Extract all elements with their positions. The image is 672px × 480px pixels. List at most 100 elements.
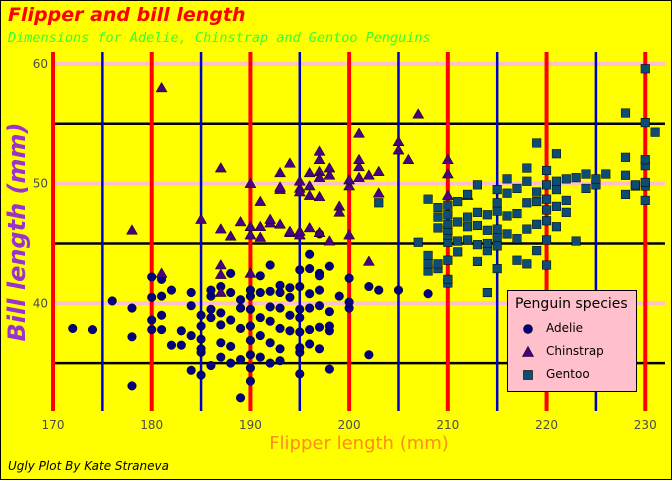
point-adelie [324, 321, 334, 331]
point-adelie [255, 271, 265, 281]
point-gentoo [620, 170, 631, 180]
point-gentoo [541, 216, 552, 226]
point-gentoo [571, 173, 581, 183]
point-adelie [206, 304, 216, 314]
point-adelie [344, 273, 354, 283]
point-adelie [196, 334, 206, 344]
point-adelie [314, 271, 325, 281]
point-adelie [295, 265, 305, 275]
point-adelie [255, 313, 265, 323]
point-adelie [305, 303, 315, 313]
point-adelie [265, 338, 275, 348]
point-adelie [186, 301, 196, 311]
point-gentoo [541, 194, 552, 204]
point-gentoo [433, 203, 443, 213]
point-chinstrap [362, 255, 375, 266]
point-gentoo [532, 197, 542, 207]
point-adelie [285, 310, 295, 320]
point-adelie [393, 285, 404, 295]
point-gentoo [492, 264, 502, 274]
point-gentoo [413, 237, 423, 247]
point-chinstrap [313, 153, 326, 164]
point-gentoo [551, 149, 561, 159]
point-gentoo [561, 174, 571, 184]
point-chinstrap [313, 171, 326, 182]
point-adelie [226, 315, 236, 325]
point-gentoo [423, 259, 433, 269]
point-adelie [295, 304, 305, 314]
point-adelie [206, 360, 216, 371]
point-adelie [206, 313, 216, 323]
point-adelie [127, 303, 137, 313]
point-chinstrap [333, 206, 346, 217]
point-gentoo [492, 198, 502, 208]
point-adelie [196, 321, 206, 331]
point-adelie [245, 376, 255, 386]
point-gentoo [640, 64, 650, 74]
point-gentoo [541, 165, 552, 176]
point-chinstrap [214, 162, 227, 173]
point-gentoo [581, 183, 591, 193]
point-gentoo [551, 201, 561, 211]
point-adelie [176, 326, 186, 336]
point-adelie [275, 323, 285, 333]
point-chinstrap [392, 144, 405, 155]
point-adelie [235, 323, 246, 333]
point-chinstrap [303, 189, 316, 200]
point-adelie [147, 325, 157, 335]
point-gentoo [541, 180, 552, 190]
point-chinstrap [264, 213, 277, 224]
point-adelie [235, 354, 246, 365]
point-gentoo [640, 177, 650, 187]
point-chinstrap [441, 189, 454, 200]
point-gentoo [463, 189, 473, 199]
point-adelie [285, 292, 295, 302]
point-gentoo [423, 194, 433, 204]
point-chinstrap [274, 166, 286, 178]
point-adelie [226, 341, 236, 351]
point-gentoo [492, 241, 502, 251]
point-adelie [295, 369, 305, 379]
point-gentoo [374, 198, 384, 208]
point-chinstrap [283, 225, 296, 236]
point-chinstrap [353, 127, 365, 138]
point-gentoo [472, 220, 483, 231]
point-adelie [364, 350, 374, 360]
point-gentoo [522, 224, 532, 234]
legend-label-chinstrap: Chinstrap [546, 344, 604, 358]
point-gentoo [472, 180, 483, 190]
point-gentoo [522, 176, 532, 186]
point-gentoo [433, 212, 443, 222]
point-adelie [305, 249, 315, 259]
point-chinstrap [293, 175, 306, 186]
point-gentoo [532, 187, 542, 197]
point-gentoo [541, 235, 552, 245]
point-gentoo [541, 205, 552, 215]
point-adelie [245, 350, 255, 360]
point-adelie [295, 281, 305, 292]
point-adelie [275, 356, 285, 366]
point-adelie [226, 358, 236, 368]
point-gentoo [512, 255, 522, 265]
point-adelie [344, 297, 354, 307]
point-chinstrap [313, 190, 326, 202]
point-gentoo [443, 219, 453, 229]
point-chinstrap [274, 181, 286, 192]
point-chinstrap [274, 218, 286, 229]
point-gentoo [453, 197, 463, 207]
point-gentoo [502, 174, 512, 184]
point-gentoo [443, 255, 453, 265]
point-chinstrap [412, 108, 425, 119]
point-adelie [324, 364, 334, 374]
point-gentoo [453, 247, 463, 257]
point-chinstrap [343, 229, 356, 240]
point-gentoo [532, 138, 542, 148]
point-gentoo [453, 217, 463, 227]
point-adelie [206, 285, 216, 295]
point-gentoo [463, 222, 473, 232]
point-adelie [245, 285, 255, 295]
point-chinstrap [234, 215, 247, 227]
point-adelie [324, 307, 334, 317]
point-chinstrap [214, 286, 227, 297]
